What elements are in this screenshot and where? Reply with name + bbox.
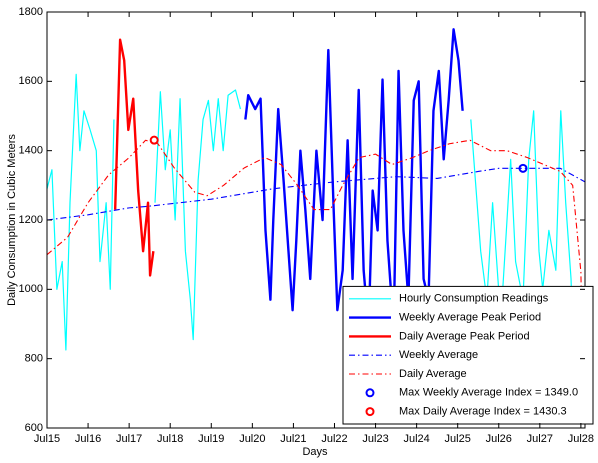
x-tick-label: Jul26 — [486, 433, 512, 445]
x-tick-label: Jul16 — [75, 433, 101, 445]
y-tick-label: 1200 — [19, 214, 43, 226]
max-marker — [518, 163, 528, 173]
legend-label: Max Weekly Average Index = 1349.0 — [399, 387, 578, 399]
x-tick-label: Jul23 — [362, 433, 388, 445]
y-tick-label: 1800 — [19, 6, 43, 18]
x-axis-label: Days — [302, 446, 328, 458]
series-line — [47, 167, 585, 221]
x-tick-label: Jul15 — [34, 433, 60, 445]
x-tick-label: Jul22 — [321, 433, 347, 445]
y-tick-label: 600 — [25, 422, 43, 434]
legend-box — [342, 285, 594, 425]
max-marker — [149, 135, 159, 145]
legend-label: Weekly Average — [399, 349, 478, 361]
legend-symbol — [365, 407, 375, 417]
x-tick-label: Jul24 — [403, 433, 429, 445]
x-tick-label: Jul27 — [527, 433, 553, 445]
legend-label: Daily Average Peak Period — [399, 330, 530, 342]
series-line — [47, 139, 584, 394]
legend-symbol — [365, 388, 375, 398]
x-tick-label: Jul18 — [157, 433, 183, 445]
y-tick-label: 1400 — [19, 145, 43, 157]
series-line — [47, 73, 576, 401]
series-line — [113, 38, 155, 277]
legend-label: Max Daily Average Index = 1430.3 — [399, 406, 567, 418]
x-tick-label: Jul21 — [280, 433, 306, 445]
legend-label: Hourly Consumption Readings — [399, 293, 549, 305]
x-tick-label: Jul25 — [445, 433, 471, 445]
y-axis-label: Daily Consumption in Cubic Meters — [6, 134, 18, 306]
legend-label: Weekly Average Peak Period — [399, 312, 541, 324]
x-tick-label: Jul28 — [568, 433, 594, 445]
legend: Hourly Consumption Readings Weekly Averag… — [342, 285, 594, 425]
y-tick-label: 800 — [25, 353, 43, 365]
y-tick-label: 1000 — [19, 283, 43, 295]
legend-label: Daily Average — [399, 368, 467, 380]
x-tick-label: Jul19 — [198, 433, 224, 445]
y-tick-label: 1600 — [19, 75, 43, 87]
x-tick-label: Jul17 — [116, 433, 142, 445]
x-tick-label: Jul20 — [239, 433, 265, 445]
